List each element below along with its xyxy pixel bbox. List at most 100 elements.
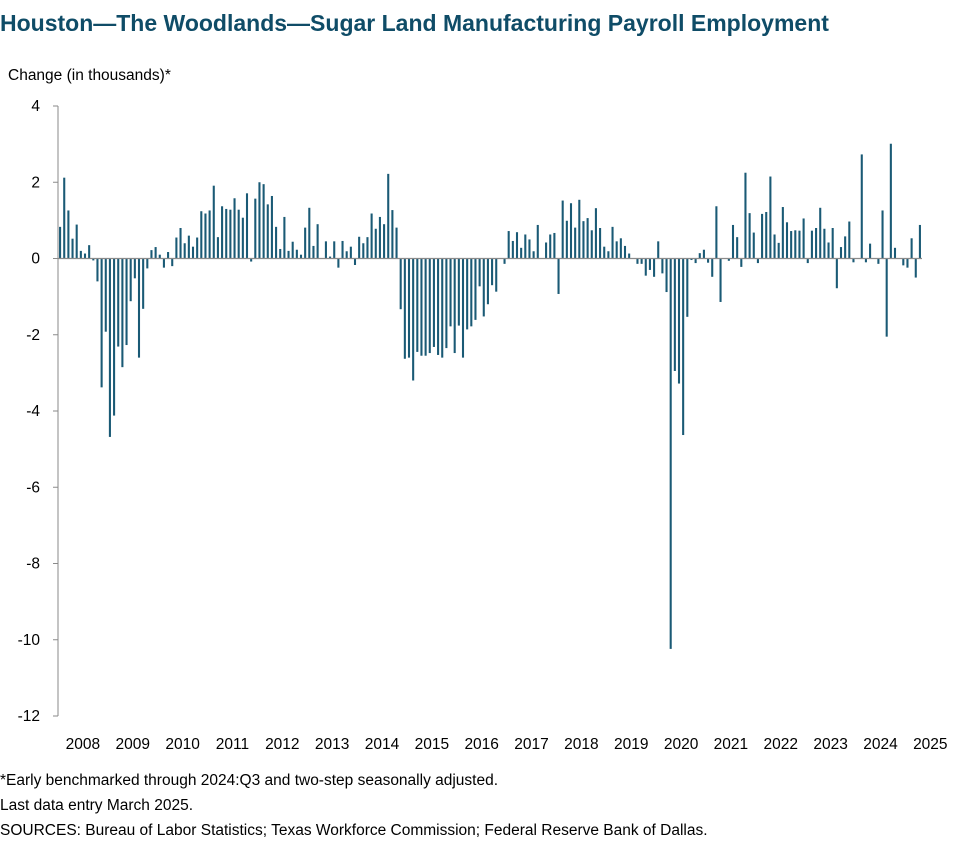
y-tick-label: -8 <box>26 556 40 573</box>
bar <box>117 258 120 347</box>
bar <box>262 184 265 259</box>
bar <box>191 246 195 259</box>
bar <box>420 258 423 356</box>
x-tick-label: 2023 <box>813 736 847 753</box>
bar <box>711 258 714 277</box>
bar <box>283 216 286 259</box>
bar <box>349 246 352 259</box>
bar <box>266 204 269 259</box>
bar <box>848 221 851 259</box>
bar <box>237 209 240 259</box>
bar <box>545 242 548 259</box>
bar <box>682 258 685 436</box>
chart-title: Houston—The Woodlands—Sugar Land Manufac… <box>0 10 829 36</box>
bar <box>316 224 319 259</box>
bar <box>291 241 294 259</box>
bar <box>137 258 141 358</box>
bar <box>607 251 610 259</box>
bar <box>270 195 273 259</box>
bar <box>466 258 469 330</box>
bar <box>221 206 224 259</box>
bar <box>100 258 103 388</box>
bar <box>877 258 880 264</box>
bar <box>653 258 656 277</box>
bar <box>636 258 639 264</box>
x-tick-label: 2012 <box>265 736 299 753</box>
bar <box>113 258 116 416</box>
bar <box>491 258 494 286</box>
bar <box>59 226 62 259</box>
bar <box>748 213 751 259</box>
bar <box>549 234 552 259</box>
bar <box>806 258 809 264</box>
bar <box>399 258 402 310</box>
bar <box>441 258 444 358</box>
bar <box>453 258 456 354</box>
x-tick-label: 2018 <box>564 736 598 753</box>
bar <box>819 207 822 259</box>
bar <box>403 258 406 359</box>
bar <box>686 258 689 317</box>
bar <box>142 258 145 309</box>
bar <box>590 230 593 259</box>
bar <box>520 247 523 259</box>
bar <box>416 258 419 352</box>
bar <box>125 258 128 346</box>
bar <box>835 258 838 289</box>
bar <box>245 193 249 259</box>
bar <box>698 253 701 259</box>
x-tick-label: 2010 <box>165 736 200 753</box>
x-tick-label: 2020 <box>664 736 699 753</box>
bar <box>644 258 647 276</box>
sources-note: SOURCES: Bureau of Labor Statistics; Tex… <box>0 822 708 839</box>
bar <box>790 231 793 259</box>
bar <box>79 250 82 259</box>
bar <box>121 258 124 368</box>
x-tick-label: 2016 <box>464 736 498 753</box>
bar <box>594 208 597 259</box>
bar <box>299 254 303 259</box>
bar <box>370 213 373 259</box>
bar <box>582 221 585 259</box>
bar <box>752 232 755 259</box>
bar <box>150 250 153 259</box>
y-tick-label: -6 <box>26 479 40 496</box>
bar <box>254 198 257 259</box>
x-tick-label: 2019 <box>614 736 648 753</box>
bar <box>702 249 705 259</box>
bar <box>578 199 581 259</box>
x-tick-label: 2015 <box>415 736 449 753</box>
bar <box>428 258 431 354</box>
bar <box>532 251 535 259</box>
bar <box>827 242 830 259</box>
bar <box>586 218 589 259</box>
bar <box>233 198 236 259</box>
bar <box>657 241 660 259</box>
bar <box>781 207 784 259</box>
bar <box>902 258 905 266</box>
bar <box>474 258 477 320</box>
bar <box>831 228 834 259</box>
bar <box>719 258 722 302</box>
bar <box>345 251 348 259</box>
bar <box>648 258 651 270</box>
bar <box>333 241 336 259</box>
bar <box>308 207 311 259</box>
bar <box>740 258 743 267</box>
bar <box>329 256 332 259</box>
bar <box>258 182 261 259</box>
bar <box>200 211 203 259</box>
bar <box>889 143 892 259</box>
bar <box>287 250 290 259</box>
bar <box>75 224 78 259</box>
bar <box>154 247 157 259</box>
bar <box>324 241 327 259</box>
bar <box>204 213 207 259</box>
bar <box>528 239 531 259</box>
bar <box>794 230 797 259</box>
y-axis: 4 2 0 -2 -4 -6 -8 -10 -12 <box>18 98 59 725</box>
bar <box>407 258 411 358</box>
bar <box>424 258 427 356</box>
x-tick-label: 2009 <box>116 736 150 753</box>
